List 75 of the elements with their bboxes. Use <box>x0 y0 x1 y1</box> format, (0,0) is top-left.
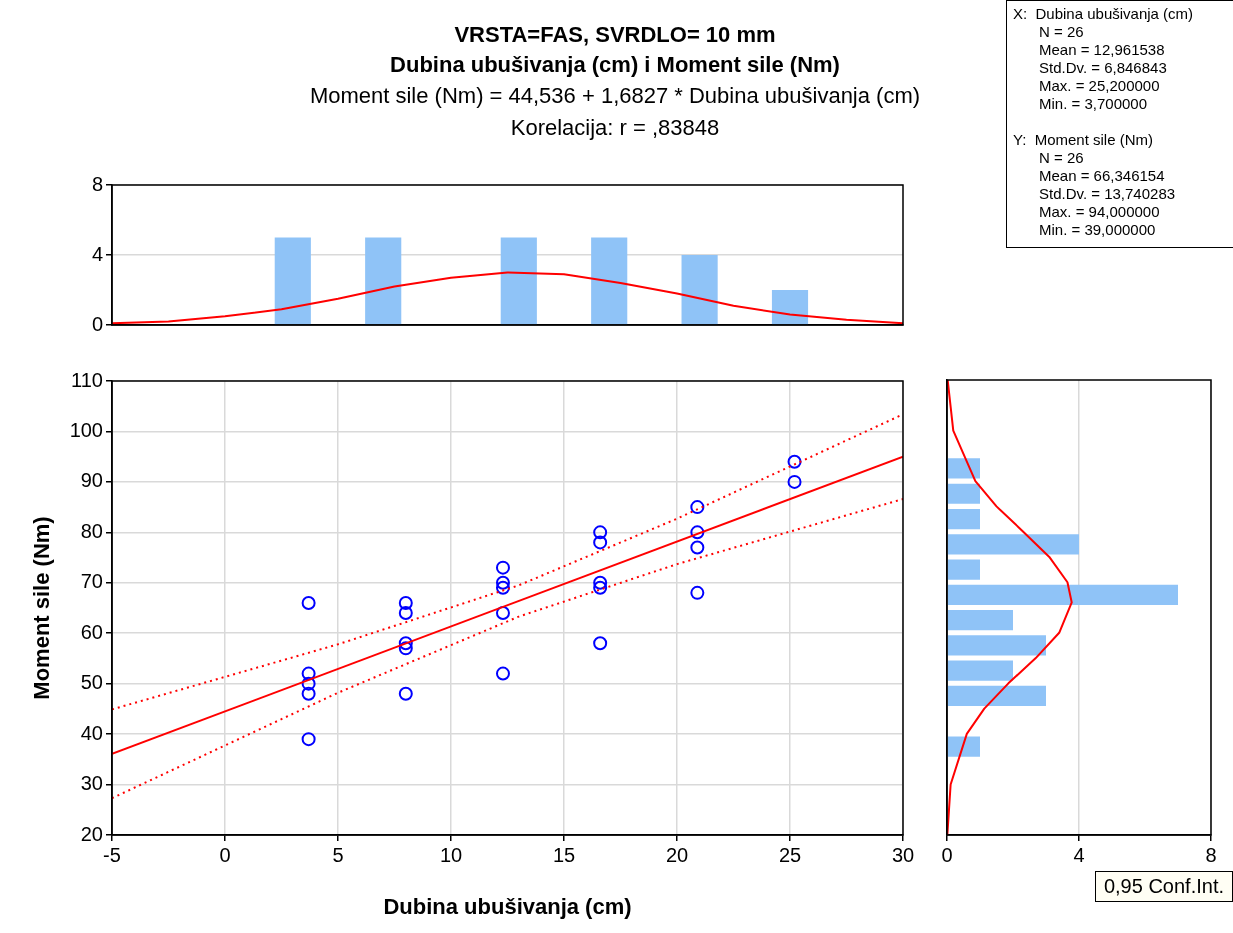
point <box>398 641 413 656</box>
y-tick-label: 4 <box>91 242 103 265</box>
text: X: Dubina ubušivanja (cm) <box>1013 5 1195 23</box>
line-series <box>112 498 903 800</box>
point <box>690 525 705 540</box>
x-tick-label: 10 <box>439 843 463 866</box>
point <box>398 686 413 701</box>
text: Y: Moment sile (Nm) <box>1013 131 1155 149</box>
text: 0,95 Conf.Int. <box>1094 871 1233 902</box>
y-axis-title: Moment sile (Nm) <box>29 516 55 700</box>
x-tick-label: 4 <box>1073 843 1085 866</box>
point <box>301 676 316 691</box>
y-tick-label: 40 <box>80 721 103 744</box>
point <box>593 636 608 651</box>
point <box>787 454 802 469</box>
text: Std.Dv. = 6,846843 <box>1038 59 1168 77</box>
y-tick-label: 0 <box>91 312 103 335</box>
text: Max. = 94,000000 <box>1038 203 1161 221</box>
bar <box>681 255 718 325</box>
y-tick-label: 50 <box>80 671 103 694</box>
y-tick-label: 110 <box>71 368 103 391</box>
point <box>495 580 510 595</box>
point <box>495 560 510 575</box>
text: Max. = 25,200000 <box>1038 77 1161 95</box>
bar <box>500 237 537 325</box>
point <box>301 686 316 701</box>
point <box>301 666 316 681</box>
y-tick-label: 90 <box>80 469 103 492</box>
x-tick-label: 0 <box>941 843 953 866</box>
chart-title: VRSTA=FAS, SVRDLO= 10 mm Dubina ubušivanja (cm) i Moment sile (Nm) <box>390 22 840 77</box>
x-tick-label: 20 <box>665 843 689 866</box>
y-tick-label: 60 <box>80 620 103 643</box>
point <box>495 666 510 681</box>
point <box>495 575 510 590</box>
x-tick-label: 25 <box>778 843 802 866</box>
point <box>593 535 608 550</box>
text: N = 26 <box>1038 149 1085 167</box>
x-axis-title: Dubina ubušivanja (cm) <box>383 893 632 919</box>
point <box>690 500 705 515</box>
y-tick-label: 8 <box>91 172 103 195</box>
line-series <box>112 413 903 711</box>
x-tick-label: 30 <box>891 843 915 866</box>
text: Min. = 3,700000 <box>1038 95 1148 113</box>
text: N = 26 <box>1038 23 1085 41</box>
point <box>593 525 608 540</box>
y-tick-label: 100 <box>69 418 103 441</box>
x-tick-label: 8 <box>1205 843 1217 866</box>
x-tick-label: -5 <box>103 843 121 866</box>
chart-subtitle: Moment sile (Nm) = 44,536 + 1,6827 * Dubina ubušivanja (cm) Korelacija: r = ,83848 <box>309 83 921 140</box>
text: Min. = 39,000000 <box>1038 221 1157 239</box>
bar <box>365 237 402 325</box>
y-tick-label: 20 <box>80 822 103 845</box>
y-tick-label: 30 <box>80 772 103 795</box>
point <box>787 474 802 489</box>
point <box>301 595 316 610</box>
text: Mean = 12,961538 <box>1038 41 1166 59</box>
text: Mean = 66,346154 <box>1038 167 1166 185</box>
point <box>690 585 705 600</box>
y-tick-label: 70 <box>80 570 103 593</box>
bar <box>274 237 311 325</box>
point <box>398 606 413 621</box>
point <box>301 732 316 747</box>
point <box>593 575 608 590</box>
x-tick-label: 15 <box>552 843 576 866</box>
x-tick-label: 5 <box>332 843 344 866</box>
point <box>690 540 705 555</box>
point <box>398 636 413 651</box>
point <box>495 606 510 621</box>
point <box>398 595 413 610</box>
point <box>593 580 608 595</box>
y-tick-label: 80 <box>80 519 103 542</box>
bar <box>771 290 809 325</box>
x-tick-label: 0 <box>219 843 231 866</box>
bar <box>591 237 628 325</box>
text: Std.Dv. = 13,740283 <box>1038 185 1177 203</box>
